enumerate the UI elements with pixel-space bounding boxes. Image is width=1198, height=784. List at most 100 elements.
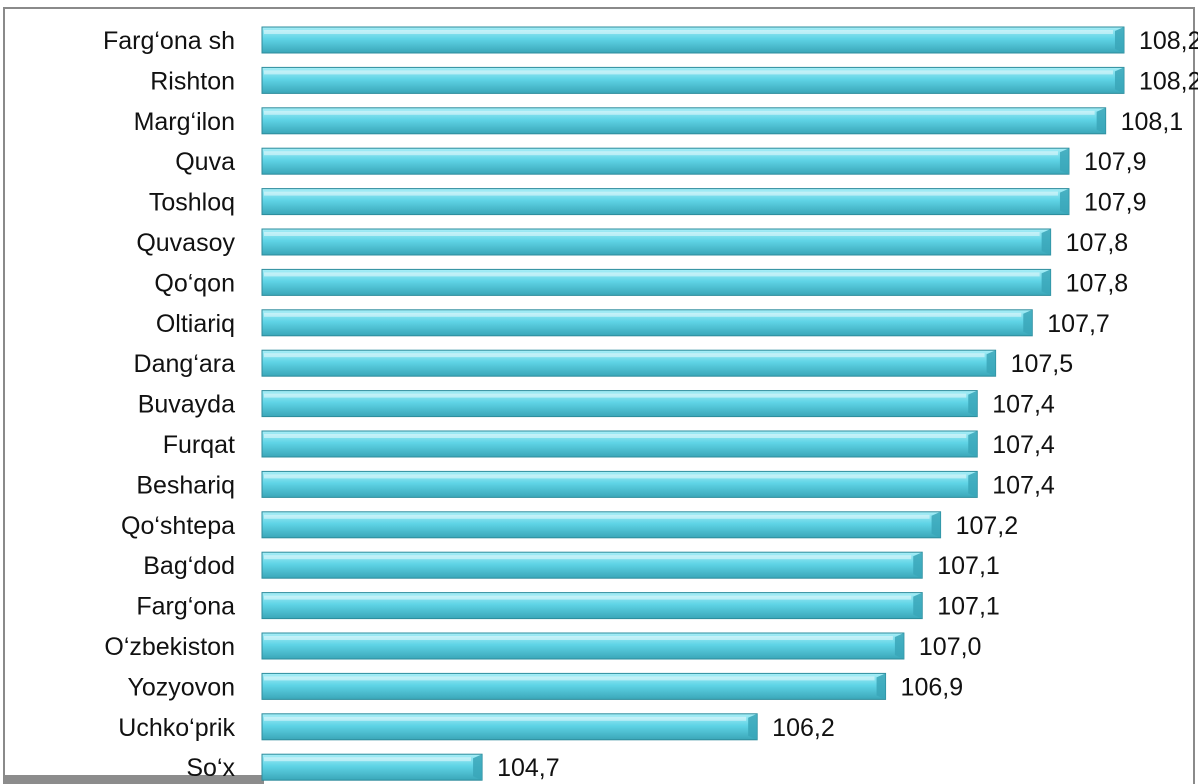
bar-highlight bbox=[264, 70, 1113, 75]
value-label: 107,4 bbox=[992, 391, 1055, 419]
category-label: O‘zbekiston bbox=[104, 633, 235, 661]
bar-highlight bbox=[264, 716, 747, 721]
category-label: Toshloq bbox=[149, 189, 235, 217]
bar-highlight bbox=[264, 514, 930, 519]
category-label: Marg‘ilon bbox=[134, 108, 235, 136]
bar-highlight bbox=[264, 272, 1040, 277]
value-labels: 108,2 108,2 108,1 107,9 107,9 107,8 107,8 107,7… bbox=[497, 27, 1198, 782]
value-label: 108,1 bbox=[1121, 108, 1184, 136]
value-label: 107,5 bbox=[1011, 350, 1074, 378]
bar-body bbox=[261, 672, 887, 700]
bar bbox=[261, 268, 1052, 296]
bar-cap bbox=[913, 552, 923, 579]
bar-body bbox=[261, 309, 1033, 337]
value-label: 107,8 bbox=[1066, 229, 1129, 257]
value-label: 107,1 bbox=[937, 593, 1000, 621]
value-label: 108,2 bbox=[1139, 67, 1198, 95]
bar bbox=[261, 753, 483, 781]
category-label: Buvayda bbox=[138, 391, 235, 419]
category-label: Uchko‘prik bbox=[118, 714, 235, 742]
bar-highlight bbox=[264, 636, 893, 640]
category-label: Furqat bbox=[163, 431, 235, 459]
plot-border bbox=[3, 7, 1195, 784]
bar-cap bbox=[931, 511, 941, 538]
bar-cap bbox=[1096, 107, 1106, 134]
value-label: 107,1 bbox=[937, 552, 1000, 580]
category-labels: Farg‘ona sh Rishton Marg‘ilon Quva Toshloq Qu… bbox=[103, 27, 236, 782]
bar bbox=[261, 713, 758, 741]
bar-highlight bbox=[264, 191, 1058, 196]
bar-body bbox=[261, 349, 997, 377]
bar-cap bbox=[894, 633, 904, 659]
bar-highlight bbox=[264, 757, 472, 762]
bar-cap bbox=[1023, 309, 1033, 336]
value-label: 107,2 bbox=[956, 512, 1019, 540]
value-label: 107,7 bbox=[1047, 310, 1110, 338]
bar-highlight bbox=[264, 393, 967, 398]
bar bbox=[261, 107, 1107, 135]
bar bbox=[261, 470, 978, 498]
bar-cap bbox=[1059, 148, 1069, 175]
bar-body bbox=[261, 511, 942, 539]
bar-highlight bbox=[264, 555, 912, 560]
bar-body bbox=[261, 147, 1070, 175]
category-label: Oltiariq bbox=[156, 310, 235, 338]
category-label: Bag‘dod bbox=[143, 552, 235, 580]
bar bbox=[261, 551, 923, 579]
bar-highlight bbox=[264, 232, 1040, 236]
bar-body bbox=[261, 753, 483, 781]
bar-cap bbox=[748, 713, 758, 740]
bar bbox=[261, 147, 1070, 175]
bar-cap bbox=[968, 471, 978, 498]
frame-shadow bbox=[4, 775, 264, 784]
bar-cap bbox=[1041, 229, 1051, 255]
bar bbox=[261, 309, 1033, 337]
bar-cap bbox=[968, 431, 978, 457]
bar-cap bbox=[1114, 27, 1124, 53]
category-label: Qo‘qon bbox=[154, 269, 235, 297]
bar-cap bbox=[1041, 269, 1051, 296]
category-label: Dang‘ara bbox=[134, 350, 236, 378]
category-label: Beshariq bbox=[136, 471, 235, 499]
category-label: Quvasoy bbox=[136, 229, 235, 257]
bar-cap bbox=[986, 350, 996, 377]
bar-body bbox=[261, 632, 905, 660]
bar-cap bbox=[1059, 188, 1069, 215]
bar-cap bbox=[913, 592, 923, 619]
bar bbox=[261, 26, 1125, 54]
value-label: 107,8 bbox=[1066, 269, 1129, 297]
bar-cap bbox=[1114, 67, 1124, 94]
bar-cap bbox=[876, 673, 886, 700]
bar-body bbox=[261, 26, 1125, 54]
value-label: 107,9 bbox=[1084, 189, 1147, 217]
category-label: Qo‘shtepa bbox=[121, 512, 235, 540]
category-label: Farg‘ona sh bbox=[103, 27, 235, 55]
category-label: Rishton bbox=[150, 67, 235, 95]
bar-highlight bbox=[264, 434, 967, 438]
bar bbox=[261, 592, 923, 620]
bar-highlight bbox=[264, 110, 1095, 115]
bar-highlight bbox=[264, 595, 912, 600]
bar bbox=[261, 511, 942, 539]
category-label: Farg‘ona bbox=[136, 593, 235, 621]
bar bbox=[261, 349, 997, 377]
bar-body bbox=[261, 268, 1052, 296]
bar-body bbox=[261, 390, 978, 418]
bar-cap bbox=[968, 390, 978, 417]
value-label: 106,9 bbox=[901, 673, 964, 701]
value-label: 107,4 bbox=[992, 471, 1055, 499]
bar-body bbox=[261, 713, 758, 741]
bar bbox=[261, 672, 887, 700]
value-label: 104,7 bbox=[497, 754, 560, 782]
bar-highlight bbox=[264, 30, 1113, 34]
category-label: Quva bbox=[175, 148, 235, 176]
bar-body bbox=[261, 551, 923, 579]
bar bbox=[261, 390, 978, 418]
category-label: Yozyovon bbox=[128, 673, 236, 701]
value-label: 107,9 bbox=[1084, 148, 1147, 176]
bar-highlight bbox=[264, 353, 985, 358]
bar bbox=[261, 66, 1125, 94]
value-label: 107,0 bbox=[919, 633, 982, 661]
